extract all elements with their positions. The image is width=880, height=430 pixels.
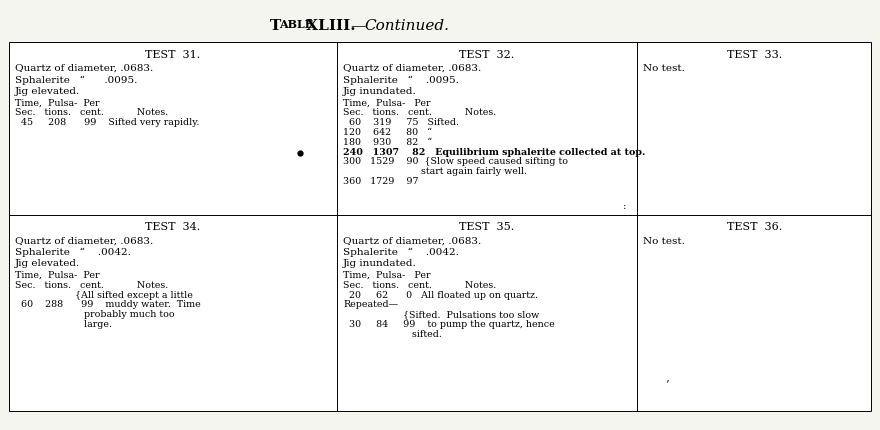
Text: Sphalerite   “    .0095.: Sphalerite “ .0095. [343,75,458,85]
Text: Quartz of diameter, .0683.: Quartz of diameter, .0683. [343,236,481,245]
Text: 60    288      99    muddy water.  Time: 60 288 99 muddy water. Time [15,300,201,309]
Text: Continued.: Continued. [364,19,449,33]
Text: TEST  32.: TEST 32. [459,50,515,60]
Text: {All sifted except a little: {All sifted except a little [15,290,193,299]
Text: 20     62      0   All floated up on quartz.: 20 62 0 All floated up on quartz. [343,290,538,299]
Text: Sphalerite   “    .0042.: Sphalerite “ .0042. [15,247,130,257]
Text: 30     84     99    to pump the quartz, hence: 30 84 99 to pump the quartz, hence [343,319,554,328]
Text: Time,  Pulsa-   Per: Time, Pulsa- Per [343,98,430,108]
Text: Sec.   tions.   cent.           Notes.: Sec. tions. cent. Notes. [15,280,168,289]
Text: Time,  Pulsa-  Per: Time, Pulsa- Per [15,270,99,280]
Bar [9,43,871,411]
Text: 240   1307    82   Equilibrium sphalerite collected at top.: 240 1307 82 Equilibrium sphalerite colle… [343,147,645,156]
Text: Quartz of diameter, .0683.: Quartz of diameter, .0683. [343,64,481,73]
Text: 45     208      99    Sifted very rapidly.: 45 208 99 Sifted very rapidly. [15,118,199,127]
Text: probably much too: probably much too [15,310,174,319]
Text: TEST  35.: TEST 35. [459,222,515,232]
Text: 180    930     82   “: 180 930 82 “ [343,138,432,147]
Text: Sphalerite   “    .0042.: Sphalerite “ .0042. [343,247,458,257]
Text: TEST  34.: TEST 34. [145,222,201,232]
Text: Jig elevated.: Jig elevated. [15,87,80,96]
Text: {Sifted.  Pulsations too slow: {Sifted. Pulsations too slow [343,310,539,319]
Text: Quartz of diameter, .0683.: Quartz of diameter, .0683. [15,64,153,73]
Text: Jig elevated.: Jig elevated. [15,259,80,268]
Text: Sec.   tions.   cent.           Notes.: Sec. tions. cent. Notes. [15,108,168,117]
Text: XLIII.: XLIII. [301,19,356,33]
Text: T: T [270,19,282,33]
Text: 360   1729    97: 360 1729 97 [343,177,419,186]
Text: No test.: No test. [643,236,685,245]
Text: Jig inundated.: Jig inundated. [343,259,417,268]
Text: No test.: No test. [643,64,685,73]
Text: Repeated—: Repeated— [343,300,398,309]
Text: sifted.: sifted. [343,329,442,338]
Text: ABLE: ABLE [279,19,313,31]
Text: Sphalerite   “      .0095.: Sphalerite “ .0095. [15,75,137,85]
Text: Sec.   tions.   cent.           Notes.: Sec. tions. cent. Notes. [343,108,496,117]
Text: Sec.   tions.   cent.           Notes.: Sec. tions. cent. Notes. [343,280,496,289]
Text: :: : [623,201,627,210]
Text: large.: large. [15,319,112,328]
Text: Time,  Pulsa-  Per: Time, Pulsa- Per [15,98,99,108]
Text: 120    642     80   “: 120 642 80 “ [343,128,432,137]
Text: —: — [350,19,365,33]
Text: 300   1529    90  {Slow speed caused sifting to: 300 1529 90 {Slow speed caused sifting t… [343,157,568,166]
Text: start again fairly well.: start again fairly well. [343,167,527,176]
Text: Time,  Pulsa-   Per: Time, Pulsa- Per [343,270,430,280]
Text: TEST  36.: TEST 36. [727,222,781,232]
Text: TEST  31.: TEST 31. [145,50,201,60]
Text: Quartz of diameter, .0683.: Quartz of diameter, .0683. [15,236,153,245]
Text: ’: ’ [665,379,669,389]
Text: 60    319     75   Sifted.: 60 319 75 Sifted. [343,118,459,127]
Text: Jig inundated.: Jig inundated. [343,87,417,96]
Text: TEST  33.: TEST 33. [727,50,781,60]
